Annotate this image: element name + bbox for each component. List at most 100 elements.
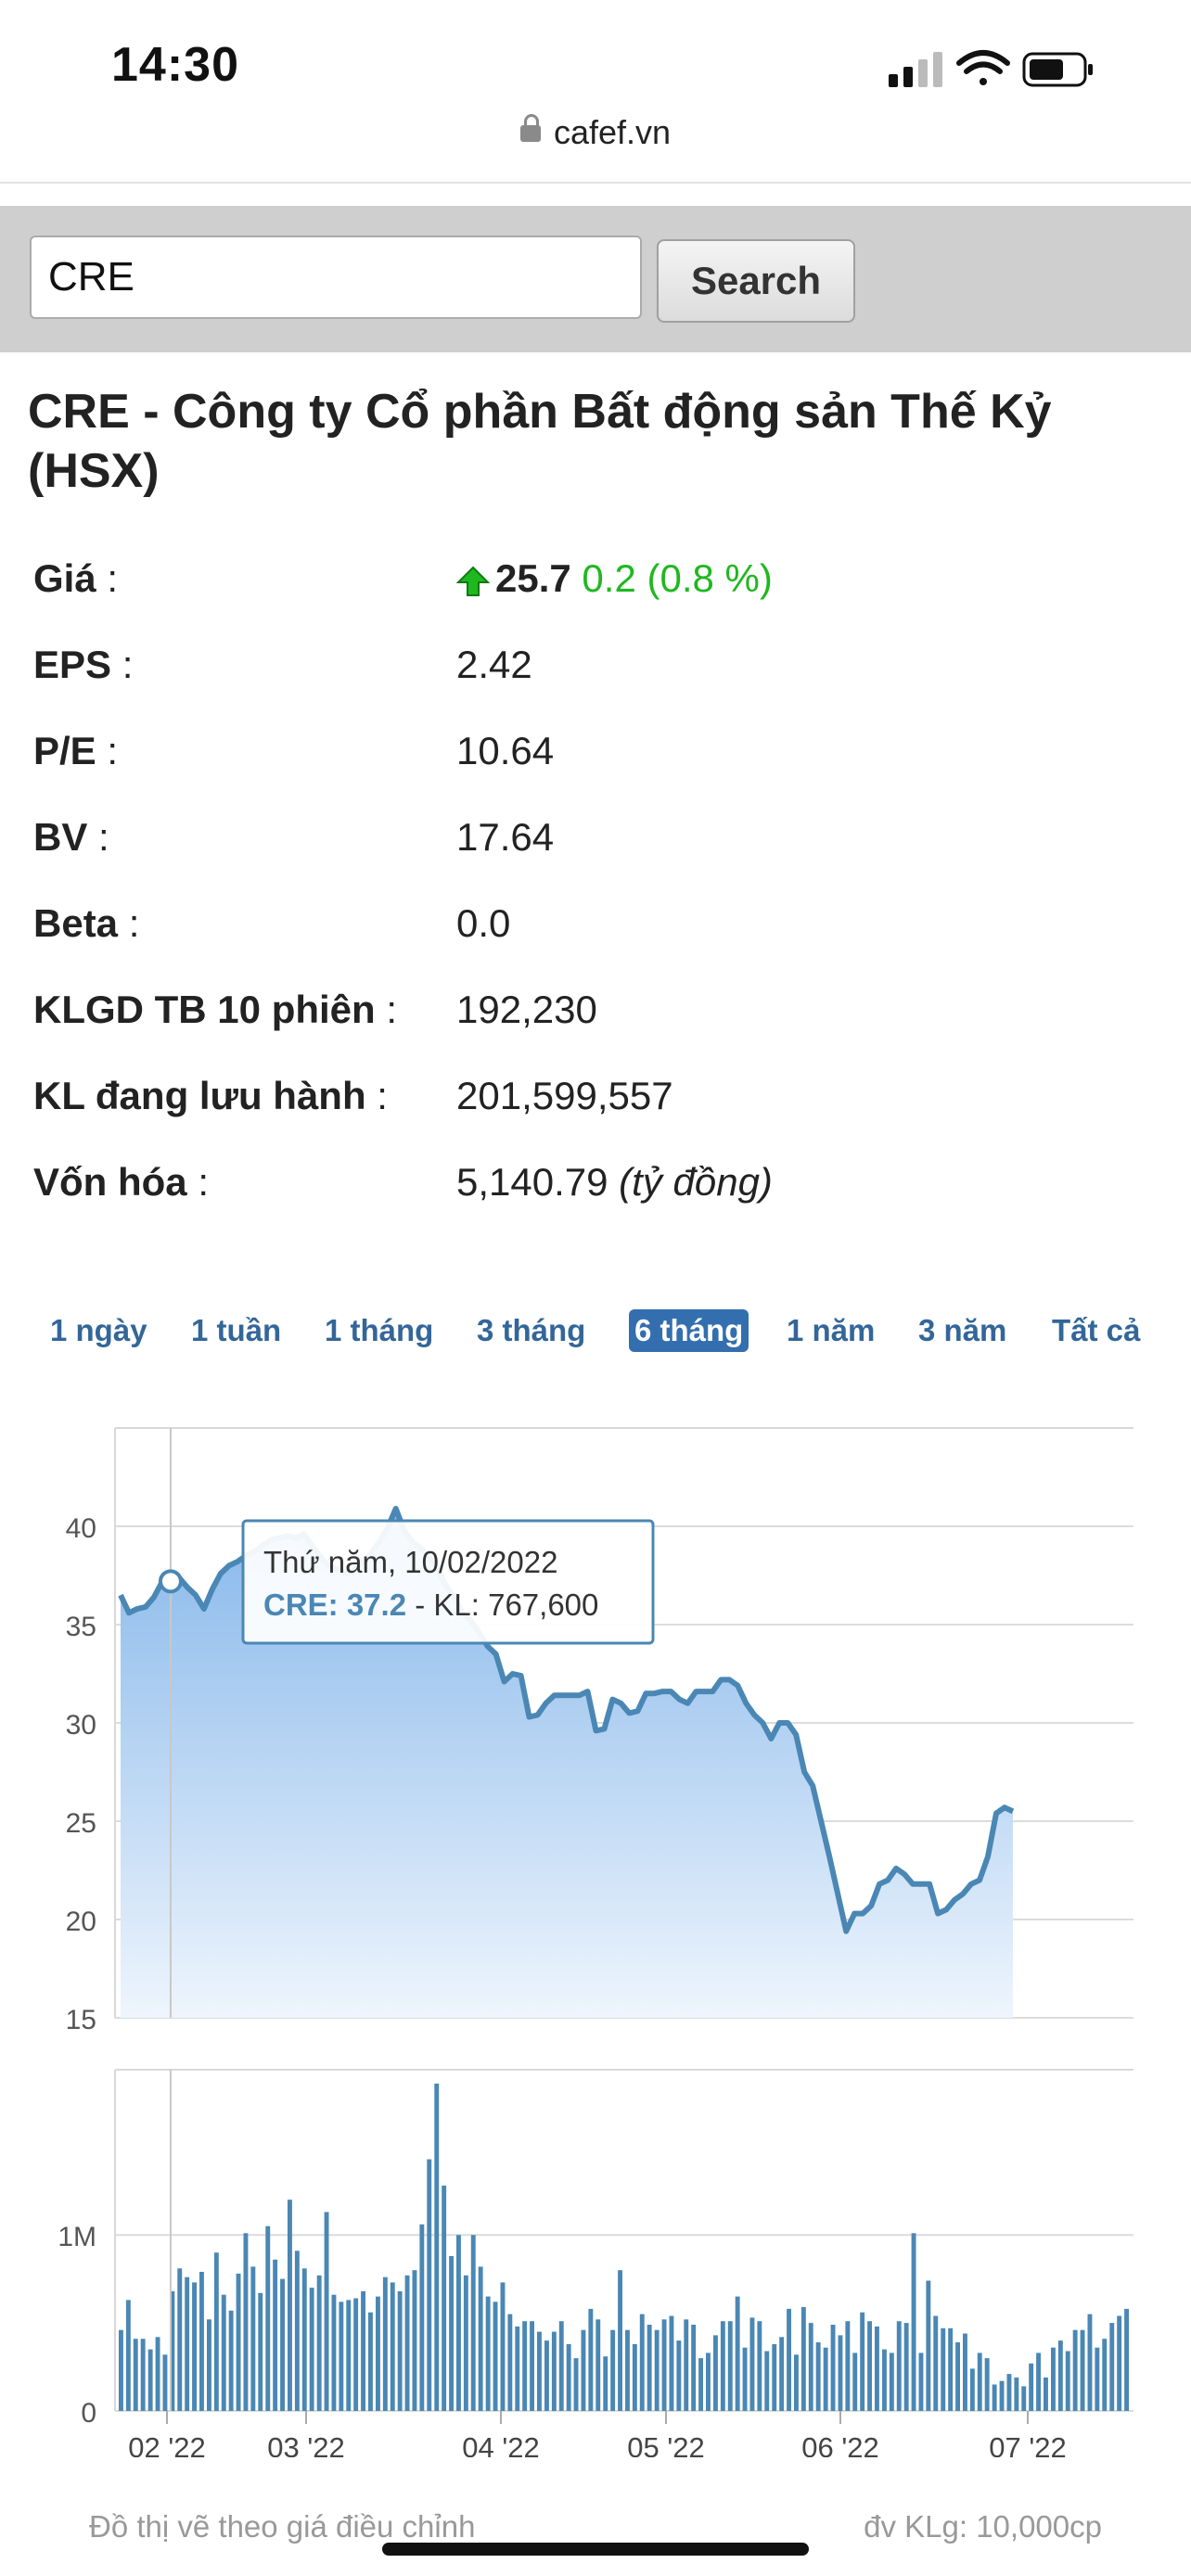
volume-bar bbox=[903, 2323, 909, 2411]
range-button[interactable]: 1 ngày bbox=[50, 1313, 147, 1347]
x-tick-label: 04 '22 bbox=[462, 2431, 540, 2457]
volume-bar bbox=[1117, 2315, 1122, 2411]
range-button[interactable]: 1 tháng bbox=[325, 1313, 434, 1347]
info-value: 2.42 bbox=[456, 643, 532, 686]
tooltip-series: CRE: 37.2 bbox=[263, 1588, 406, 1622]
volume-bar bbox=[676, 2340, 682, 2411]
x-tick-label: 06 '22 bbox=[801, 2431, 879, 2457]
volume-bar bbox=[918, 2353, 924, 2411]
range-button[interactable]: 6 tháng bbox=[629, 1309, 749, 1352]
volume-bar bbox=[442, 2186, 447, 2411]
volume-bar bbox=[339, 2302, 344, 2411]
volume-bar bbox=[530, 2321, 534, 2411]
volume-bar bbox=[698, 2358, 703, 2411]
range-button[interactable]: 3 tháng bbox=[477, 1313, 586, 1347]
volume-bar bbox=[581, 2329, 586, 2411]
status-bar: 14:30 cafef.vn bbox=[0, 0, 1191, 185]
range-button[interactable]: 1 tuần bbox=[191, 1313, 282, 1347]
status-icons bbox=[879, 46, 1102, 96]
volume-bar bbox=[596, 2319, 601, 2411]
volume-bar bbox=[199, 2272, 204, 2411]
volume-bar bbox=[823, 2347, 828, 2411]
range-button[interactable]: Tất cả bbox=[1052, 1313, 1141, 1347]
price-tick-label: 30 bbox=[66, 1710, 96, 1741]
volume-bar bbox=[800, 2307, 806, 2411]
wifi-icon bbox=[956, 50, 1010, 85]
volume-bar bbox=[669, 2315, 674, 2411]
volume-bar bbox=[243, 2233, 249, 2411]
volume-bar bbox=[1014, 2377, 1019, 2411]
volume-bar bbox=[558, 2321, 564, 2411]
volume-bar bbox=[1057, 2340, 1063, 2411]
volume-bar bbox=[661, 2319, 667, 2411]
volume-bar bbox=[125, 2300, 131, 2411]
price-tick-label: 15 bbox=[66, 2005, 96, 2035]
info-value: 10.64 bbox=[456, 729, 555, 772]
volume-bar bbox=[573, 2358, 579, 2411]
volume-bar bbox=[140, 2339, 146, 2411]
home-indicator[interactable] bbox=[382, 2543, 809, 2556]
volume-bar bbox=[727, 2321, 733, 2411]
volume-bar bbox=[551, 2331, 557, 2411]
info-row-price: Giá : 25.7 0.2 (0.8 %) bbox=[33, 556, 773, 600]
info-label: P/E bbox=[33, 729, 96, 772]
volume-bar bbox=[376, 2296, 380, 2411]
volume-bar bbox=[735, 2296, 740, 2411]
volume-bar bbox=[838, 2335, 843, 2411]
address-bar[interactable]: cafef.vn bbox=[0, 113, 1191, 152]
search-button[interactable]: Search bbox=[657, 239, 855, 323]
volume-bar bbox=[999, 2380, 1005, 2411]
search-input[interactable] bbox=[30, 236, 642, 319]
volume-bar bbox=[507, 2314, 513, 2411]
x-tick-label: 05 '22 bbox=[627, 2431, 705, 2457]
volume-bar bbox=[1006, 2374, 1012, 2411]
volume-bar bbox=[1044, 2377, 1048, 2411]
volume-bar bbox=[963, 2333, 967, 2411]
info-row: Beta :0.0 bbox=[33, 901, 511, 945]
volume-bar bbox=[618, 2270, 622, 2411]
volume-bar bbox=[992, 2384, 997, 2411]
up-arrow-icon bbox=[456, 566, 490, 596]
volume-bar bbox=[911, 2233, 916, 2411]
volume-bar bbox=[625, 2329, 630, 2411]
divider bbox=[0, 182, 1191, 184]
info-label: BV bbox=[33, 815, 88, 859]
volume-bar bbox=[449, 2256, 454, 2411]
volume-bar bbox=[1080, 2329, 1085, 2411]
info-value: 0.0 bbox=[456, 901, 511, 945]
volume-bar bbox=[221, 2294, 226, 2411]
volume-bar bbox=[742, 2347, 748, 2411]
volume-bar bbox=[382, 2276, 388, 2411]
volume-bar bbox=[1051, 2347, 1056, 2411]
volume-bar bbox=[852, 2353, 858, 2411]
volume-bar bbox=[860, 2312, 865, 2411]
range-button[interactable]: 3 năm bbox=[918, 1313, 1007, 1347]
price-tick-label: 20 bbox=[66, 1906, 96, 1937]
volume-bar bbox=[815, 2342, 821, 2411]
volume-bar bbox=[207, 2319, 211, 2411]
volume-bar bbox=[185, 2276, 190, 2411]
volume-bar bbox=[427, 2159, 432, 2411]
range-button[interactable]: 1 năm bbox=[787, 1313, 876, 1347]
info-value: 192,230 bbox=[456, 988, 597, 1031]
volume-bar bbox=[515, 2326, 520, 2411]
price-tick-label: 25 bbox=[66, 1808, 96, 1839]
volume-bar bbox=[1109, 2323, 1115, 2411]
volume-bar bbox=[1029, 2363, 1034, 2411]
volume-bar bbox=[941, 2327, 946, 2411]
volume-bar bbox=[228, 2310, 234, 2411]
price-label: Giá bbox=[33, 556, 96, 600]
volume-bar bbox=[772, 2343, 777, 2411]
volume-bar bbox=[258, 2292, 263, 2411]
info-row: KLGD TB 10 phiên :192,230 bbox=[33, 988, 597, 1031]
x-tick-label: 02 '22 bbox=[128, 2431, 206, 2457]
volume-bar bbox=[639, 2314, 645, 2411]
volume-bar bbox=[926, 2280, 931, 2411]
volume-bar bbox=[119, 2329, 123, 2411]
info-label: KL đang lưu hành bbox=[33, 1074, 366, 1117]
volume-bar bbox=[192, 2282, 197, 2411]
volume-bar bbox=[948, 2327, 954, 2411]
volume-bar bbox=[764, 2351, 770, 2411]
volume-bar bbox=[749, 2317, 755, 2411]
price-tick-label: 40 bbox=[66, 1513, 96, 1544]
